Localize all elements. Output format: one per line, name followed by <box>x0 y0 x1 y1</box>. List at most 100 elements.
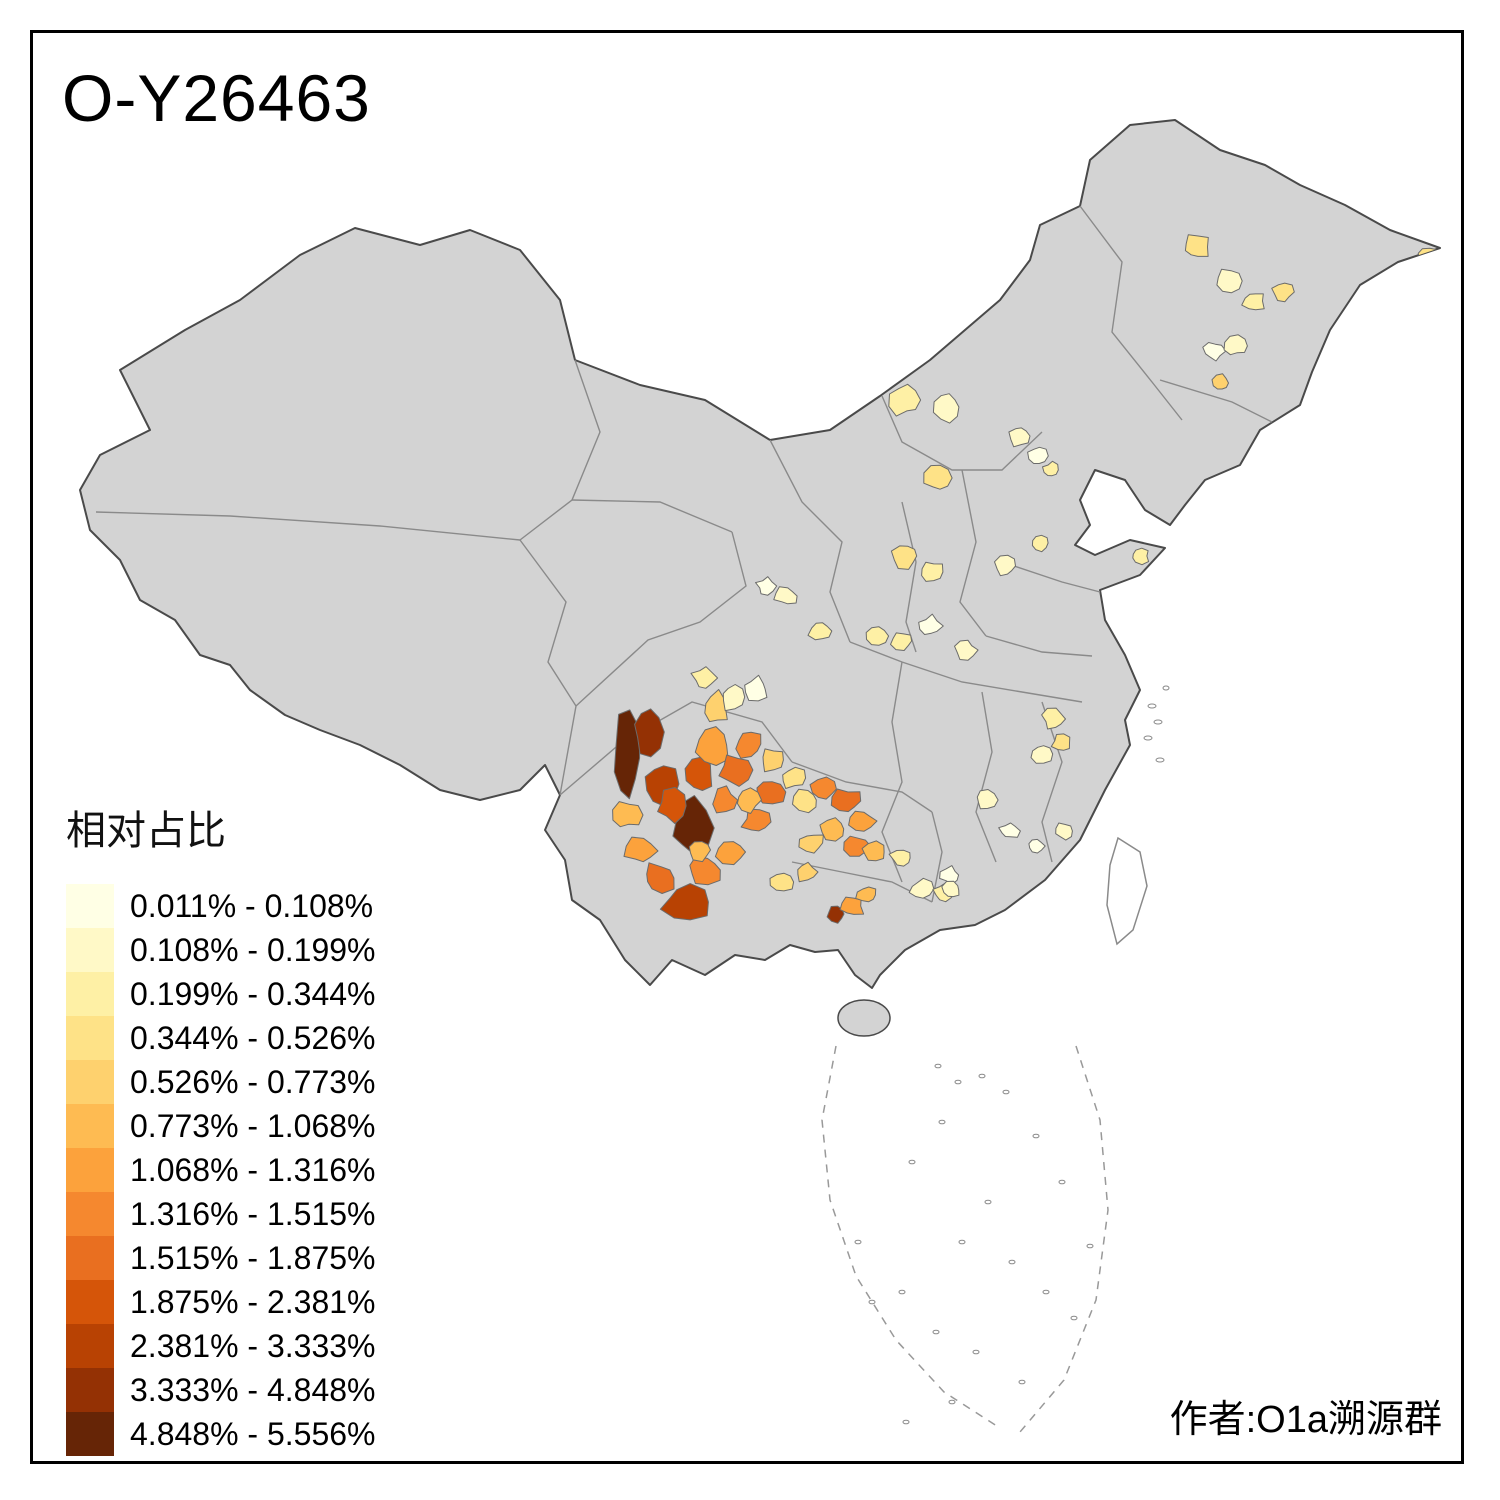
province-border-line <box>849 641 1083 703</box>
prefecture-region <box>1050 733 1071 751</box>
legend-row: 4.848% - 5.556% <box>66 1412 376 1456</box>
province-border-line <box>575 531 747 707</box>
prefecture-region <box>976 789 999 810</box>
prefecture-region <box>1184 234 1209 257</box>
prefecture-region <box>1042 460 1059 477</box>
province-border-line <box>881 661 903 883</box>
prefecture-region <box>1132 547 1150 566</box>
prefecture-region <box>830 788 862 813</box>
south-china-sea-islets <box>854 1063 1094 1425</box>
province-border-line <box>769 439 851 643</box>
prefecture-region <box>994 554 1016 577</box>
prefecture-region <box>1223 334 1248 356</box>
prefecture-region <box>722 684 746 712</box>
prefecture-region <box>612 801 644 828</box>
legend-row: 0.108% - 0.199% <box>66 928 376 972</box>
legend-label: 0.773% - 1.068% <box>130 1107 376 1144</box>
legend-label: 1.068% - 1.316% <box>130 1151 376 1188</box>
prefecture-region <box>1008 427 1031 448</box>
prefecture-region <box>736 787 762 814</box>
prefecture-region <box>941 880 960 898</box>
legend-swatch <box>66 1148 114 1192</box>
prefecture-region <box>1055 822 1073 841</box>
prefecture-region <box>908 877 935 899</box>
prefecture-region <box>762 748 784 773</box>
coastal-islets <box>1143 685 1170 763</box>
province-border-line <box>95 511 521 541</box>
legend-row: 1.875% - 2.381% <box>66 1280 376 1324</box>
legend-swatch <box>66 1324 114 1368</box>
hainan-island-shape <box>837 999 891 1037</box>
legend-label: 0.344% - 0.526% <box>130 1019 376 1056</box>
legend-title: 相对占比 <box>66 809 226 853</box>
prefecture-region <box>688 841 711 863</box>
province-border-line <box>1159 379 1273 423</box>
prefecture-region <box>1041 707 1066 730</box>
prefecture-region <box>797 861 819 883</box>
prefecture-region <box>659 883 709 921</box>
prefecture-region <box>634 708 665 758</box>
province-border-line <box>975 691 997 863</box>
province-border-line <box>1079 205 1183 421</box>
prefecture-region <box>718 754 754 787</box>
province-border-line <box>791 761 933 813</box>
legend-row: 0.011% - 0.108% <box>66 884 376 928</box>
prefecture-region <box>998 822 1021 838</box>
legend-label: 1.515% - 1.875% <box>130 1239 376 1276</box>
legend-row: 2.381% - 3.333% <box>66 1324 376 1368</box>
prefecture-region <box>782 766 807 789</box>
province-border-line <box>985 635 1093 657</box>
legend-row: 1.068% - 1.316% <box>66 1148 376 1192</box>
prefecture-region <box>1394 263 1415 282</box>
prefecture-region <box>861 840 885 862</box>
prefecture-region <box>890 632 913 651</box>
prefecture-region <box>1216 268 1243 294</box>
province-border-line <box>1001 561 1101 593</box>
legend-row: 0.344% - 0.526% <box>66 1016 376 1060</box>
prefecture-region <box>755 576 778 596</box>
prefecture-region <box>792 788 817 814</box>
prefecture-region <box>1030 745 1054 764</box>
legend-swatch <box>66 928 114 972</box>
prefecture-region <box>1271 282 1295 303</box>
province-border-line <box>519 539 577 796</box>
prefecture-region <box>689 856 721 886</box>
prefecture-region <box>714 841 746 866</box>
prefecture-region <box>694 726 729 766</box>
legend-row: 1.316% - 1.515% <box>66 1192 376 1236</box>
prefecture-region <box>1211 373 1229 390</box>
prefecture-region <box>646 862 675 894</box>
prefecture-region <box>932 393 960 424</box>
prefecture-region <box>690 666 719 689</box>
prefecture-region <box>918 613 944 635</box>
prefecture-region <box>712 785 739 814</box>
china-mainland-shape <box>79 119 1441 989</box>
prefecture-region <box>798 834 824 854</box>
prefecture-region <box>740 808 772 832</box>
legend-swatch <box>66 1368 114 1412</box>
legend-label: 0.011% - 0.108% <box>130 887 374 924</box>
prefecture-region <box>819 817 845 842</box>
legend-swatch <box>66 1236 114 1280</box>
legend-label: 0.526% - 0.773% <box>130 1063 376 1100</box>
prefecture-region <box>809 776 837 800</box>
province-border-line <box>931 811 943 903</box>
prefecture-region <box>923 464 953 490</box>
legend-label: 3.333% - 4.848% <box>130 1371 376 1408</box>
prefecture-region <box>769 872 795 892</box>
prefecture-region <box>855 886 877 903</box>
legend-row: 0.526% - 0.773% <box>66 1060 376 1104</box>
prefecture-region <box>954 639 979 661</box>
attribution: 作者:O1a溯源群 <box>1169 1399 1442 1441</box>
prefecture-region <box>1027 446 1049 464</box>
legend-row: 1.515% - 1.875% <box>66 1236 376 1280</box>
legend-label: 0.199% - 0.344% <box>130 975 376 1012</box>
legend-swatch <box>66 1192 114 1236</box>
province-border-line <box>519 359 601 541</box>
data-regions <box>612 234 1440 924</box>
legend-swatch <box>66 1412 114 1456</box>
province-border-line <box>1041 701 1063 863</box>
legend-label: 0.108% - 0.199% <box>130 931 376 968</box>
legend-label: 2.381% - 3.333% <box>130 1327 376 1364</box>
